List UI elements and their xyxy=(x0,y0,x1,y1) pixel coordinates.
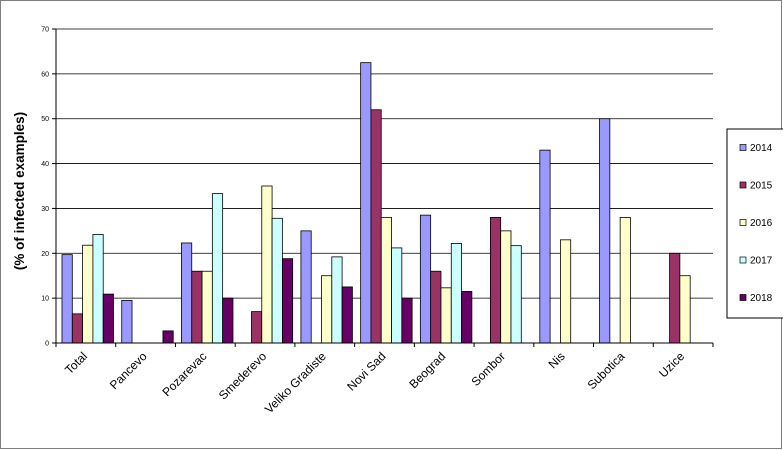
bar-2014-subotica xyxy=(599,118,611,344)
bar-2018-total xyxy=(102,293,114,344)
bar-2018-pancevo xyxy=(162,330,174,344)
legend-label-2016: 2016 xyxy=(750,218,773,229)
bar-2016-smederevo xyxy=(261,185,273,344)
legend: 2014 2015 2016 2017 2018 xyxy=(726,128,783,319)
bar-2016-beograd xyxy=(440,287,452,344)
bar-2016-nis xyxy=(560,239,572,344)
bar-2014-novi-sad xyxy=(360,62,372,344)
legend-swatch-2014 xyxy=(739,144,747,151)
y-tick-labels: 0 10 20 30 40 50 60 70 xyxy=(41,27,56,348)
bar-2017-total xyxy=(92,234,104,344)
bar-2017-smederevo xyxy=(271,217,283,344)
bar-2017-beograd xyxy=(450,243,462,344)
x-tick-label: Sombor xyxy=(468,349,508,389)
y-tick-label: 20 xyxy=(41,251,49,258)
bar-2014-total xyxy=(61,254,73,344)
legend-swatch-2016 xyxy=(739,219,747,226)
bar-2016-veliko-gradiste xyxy=(321,275,333,344)
bar-2016-pozarevac xyxy=(201,270,213,344)
bar-2018-pozarevac xyxy=(222,297,234,344)
y-tick-label: 30 xyxy=(41,206,49,213)
x-tick-label: Nis xyxy=(546,349,568,371)
x-tick-label: Uzice xyxy=(656,349,687,380)
bar-2018-smederevo xyxy=(281,258,294,344)
bar-2016-total xyxy=(82,244,94,344)
bar-2016-subotica xyxy=(619,216,631,344)
legend-swatch-2017 xyxy=(739,256,747,264)
bar-2018-beograd xyxy=(461,291,473,344)
bar-2015-novi-sad xyxy=(370,109,382,344)
x-tick-label: Veliko Gradiste xyxy=(262,349,329,416)
x-tick-label: Novi Sad xyxy=(344,349,388,393)
legend-label-2018: 2018 xyxy=(750,293,773,304)
bar-2014-veliko-gradiste xyxy=(300,230,312,344)
bar-2014-nis xyxy=(539,149,551,344)
bar-2015-sombor xyxy=(489,216,502,344)
y-axis-label: (% of infected examples) xyxy=(12,112,27,270)
bar-2015-uzice xyxy=(669,252,681,344)
legend-swatch-2018 xyxy=(739,294,747,301)
axes xyxy=(55,29,713,344)
x-tick-label: Pancevo xyxy=(107,349,150,392)
y-tick-label: 50 xyxy=(41,116,49,123)
legend-label-2014: 2014 xyxy=(750,143,773,154)
bar-2016-sombor xyxy=(500,230,512,344)
x-tick-label: Total xyxy=(62,349,90,377)
y-tick-label: 40 xyxy=(41,161,49,168)
x-tick-label: Subotica xyxy=(585,349,628,392)
bar-2015-pozarevac xyxy=(191,270,203,344)
y-tick-label: 10 xyxy=(41,296,49,303)
bar-2015-beograd xyxy=(430,270,442,344)
bar-2017-sombor xyxy=(510,245,522,344)
bar-2015-total xyxy=(71,313,84,344)
bar-2016-novi-sad xyxy=(380,216,392,344)
gridlines xyxy=(56,28,713,299)
bar-2016-uzice xyxy=(679,275,691,344)
bar-2017-veliko-gradiste xyxy=(331,256,343,344)
bar-2017-pozarevac xyxy=(211,193,224,344)
y-tick-label: 70 xyxy=(41,27,49,34)
bar-2018-veliko-gradiste xyxy=(341,286,353,344)
bar-2014-pancevo xyxy=(121,299,133,344)
legend-swatch-2015 xyxy=(739,181,747,189)
y-tick-label: 60 xyxy=(41,71,49,78)
bar-2015-smederevo xyxy=(251,311,263,344)
legend-label-2017: 2017 xyxy=(750,256,773,267)
bars xyxy=(61,62,691,344)
bar-2017-novi-sad xyxy=(391,247,403,344)
x-tick-label: Pozarevac xyxy=(159,349,209,399)
legend-box xyxy=(726,128,783,319)
x-tick-label: Smederevo xyxy=(216,349,270,403)
y-tick-label: 0 xyxy=(45,341,49,348)
legend-label-2015: 2015 xyxy=(750,181,773,192)
bar-2014-beograd xyxy=(419,214,432,344)
x-tick-label: Beograd xyxy=(406,349,448,391)
bar-2018-novi-sad xyxy=(401,297,413,344)
bar-2014-pozarevac xyxy=(181,242,193,344)
